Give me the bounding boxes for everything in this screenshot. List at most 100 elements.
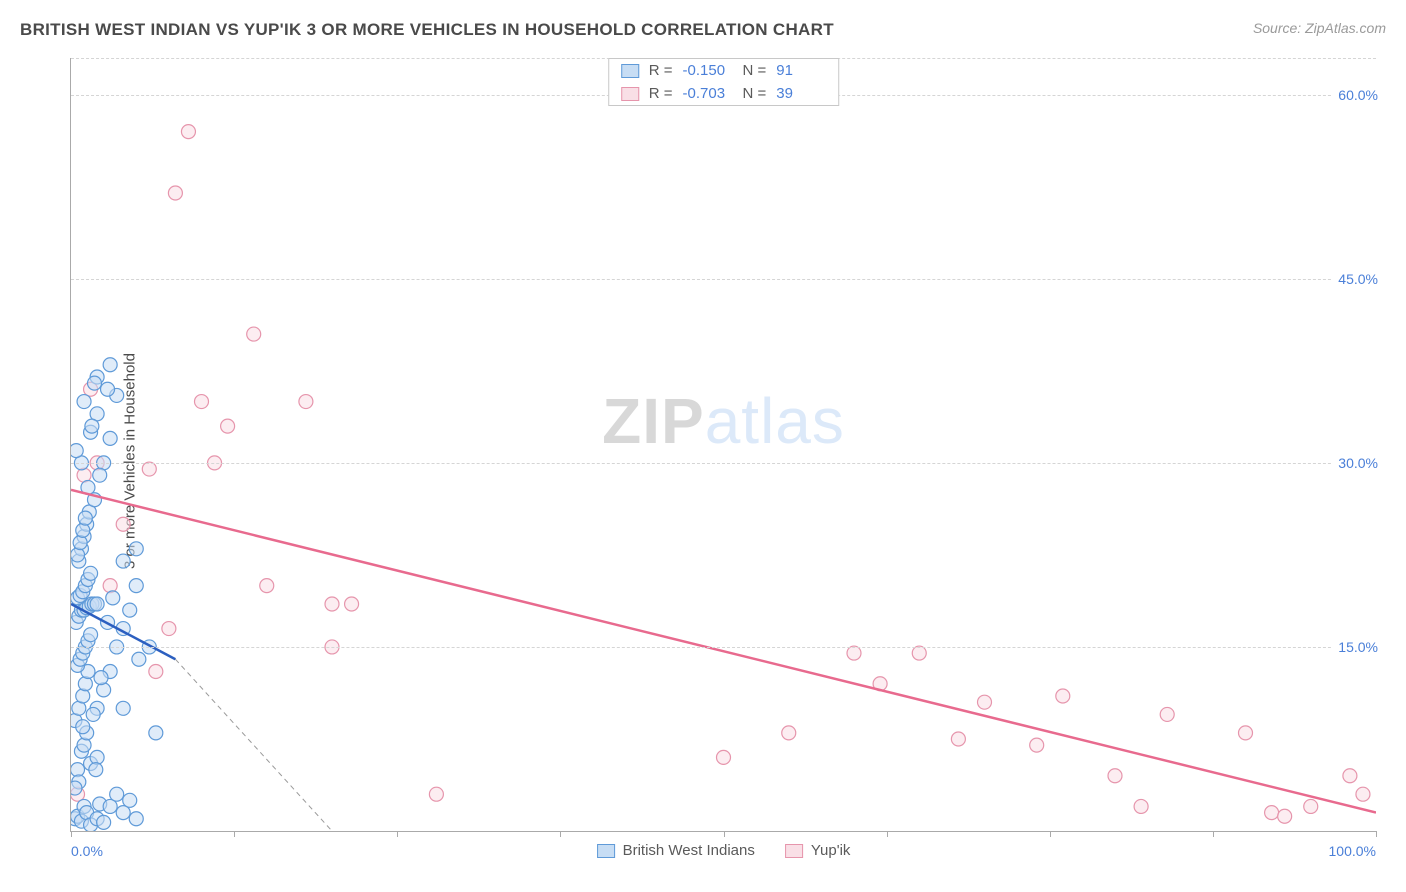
scatter-point-series2 xyxy=(149,664,163,678)
scatter-point-series2 xyxy=(1356,787,1370,801)
scatter-point-series1 xyxy=(84,628,98,642)
scatter-point-series2 xyxy=(221,419,235,433)
r-value: -0.150 xyxy=(683,62,733,79)
scatter-point-series1 xyxy=(106,591,120,605)
scatter-point-series2 xyxy=(195,395,209,409)
y-tick-label: 30.0% xyxy=(1332,455,1378,471)
scatter-point-series1 xyxy=(86,707,100,721)
x-tick xyxy=(724,831,725,837)
series-legend-label: British West Indians xyxy=(623,842,755,859)
chart-header: BRITISH WEST INDIAN VS YUP'IK 3 OR MORE … xyxy=(20,20,1386,40)
scatter-point-series1 xyxy=(93,468,107,482)
x-tick-label: 100.0% xyxy=(1329,843,1376,859)
n-value: 39 xyxy=(776,85,826,102)
x-tick xyxy=(71,831,72,837)
scatter-point-series1 xyxy=(149,726,163,740)
scatter-point-series2 xyxy=(142,462,156,476)
scatter-point-series2 xyxy=(162,622,176,636)
scatter-point-series1 xyxy=(84,566,98,580)
scatter-point-series1 xyxy=(116,554,130,568)
scatter-point-series1 xyxy=(71,444,83,458)
scatter-point-series2 xyxy=(168,186,182,200)
scatter-point-series2 xyxy=(951,732,965,746)
scatter-point-series1 xyxy=(73,536,87,550)
scatter-point-series2 xyxy=(181,125,195,139)
series-legend-item: British West Indians xyxy=(597,842,755,859)
scatter-point-series1 xyxy=(129,812,143,826)
scatter-point-series2 xyxy=(1239,726,1253,740)
scatter-point-series2 xyxy=(1278,809,1292,823)
scatter-point-series1 xyxy=(123,793,137,807)
scatter-point-series2 xyxy=(299,395,313,409)
x-tick xyxy=(234,831,235,837)
series-legend-label: Yup'ik xyxy=(811,842,851,859)
r-value: -0.703 xyxy=(683,85,733,102)
chart-area: ZIPatlas R = -0.150 N = 91 R = -0.703 N … xyxy=(70,58,1376,832)
scatter-point-series2 xyxy=(1160,707,1174,721)
scatter-point-series2 xyxy=(325,597,339,611)
scatter-point-series2 xyxy=(1265,806,1279,820)
scatter-point-series1 xyxy=(116,701,130,715)
scatter-point-series2 xyxy=(260,579,274,593)
scatter-point-series1 xyxy=(71,548,85,562)
legend-swatch-icon xyxy=(785,844,803,858)
gridline xyxy=(71,463,1376,464)
scatter-point-series1 xyxy=(103,431,117,445)
r-label: R = xyxy=(649,62,673,79)
series-legend: British West Indians Yup'ik xyxy=(597,842,851,859)
scatter-point-series2 xyxy=(717,750,731,764)
correlation-legend: R = -0.150 N = 91 R = -0.703 N = 39 xyxy=(608,58,840,106)
scatter-point-series1 xyxy=(97,815,111,829)
scatter-point-series2 xyxy=(103,579,117,593)
scatter-point-series2 xyxy=(1056,689,1070,703)
legend-swatch-icon xyxy=(621,64,639,78)
scatter-point-series1 xyxy=(129,542,143,556)
x-tick xyxy=(397,831,398,837)
scatter-point-series1 xyxy=(101,382,115,396)
scatter-point-series2 xyxy=(782,726,796,740)
legend-swatch-icon xyxy=(597,844,615,858)
scatter-point-series2 xyxy=(247,327,261,341)
gridline xyxy=(71,647,1376,648)
scatter-point-series1 xyxy=(77,395,91,409)
scatter-point-series1 xyxy=(89,763,103,777)
scatter-point-series1 xyxy=(129,579,143,593)
scatter-point-series2 xyxy=(1108,769,1122,783)
scatter-point-series1 xyxy=(76,689,90,703)
y-tick-label: 60.0% xyxy=(1332,87,1378,103)
scatter-plot-svg xyxy=(71,58,1376,831)
scatter-point-series2 xyxy=(912,646,926,660)
scatter-point-series2 xyxy=(1304,799,1318,813)
plot-container: 3 or more Vehicles in Household ZIPatlas… xyxy=(20,50,1386,872)
chart-title: BRITISH WEST INDIAN VS YUP'IK 3 OR MORE … xyxy=(20,20,834,40)
scatter-point-series1 xyxy=(76,523,90,537)
scatter-point-series2 xyxy=(978,695,992,709)
correlation-legend-row: R = -0.703 N = 39 xyxy=(609,82,839,105)
n-label: N = xyxy=(743,62,767,79)
n-label: N = xyxy=(743,85,767,102)
scatter-point-series2 xyxy=(1343,769,1357,783)
x-tick xyxy=(1213,831,1214,837)
scatter-point-series2 xyxy=(1030,738,1044,752)
x-tick xyxy=(1376,831,1377,837)
x-tick xyxy=(1050,831,1051,837)
scatter-point-series1 xyxy=(77,738,91,752)
scatter-point-series1 xyxy=(87,376,101,390)
chart-source: Source: ZipAtlas.com xyxy=(1253,20,1386,36)
scatter-point-series1 xyxy=(97,683,111,697)
scatter-point-series2 xyxy=(116,517,130,531)
gridline xyxy=(71,279,1376,280)
scatter-point-series2 xyxy=(429,787,443,801)
scatter-point-series2 xyxy=(847,646,861,660)
x-tick xyxy=(560,831,561,837)
y-tick-label: 15.0% xyxy=(1332,639,1378,655)
x-tick xyxy=(887,831,888,837)
scatter-point-series1 xyxy=(85,419,99,433)
scatter-point-series1 xyxy=(78,511,92,525)
scatter-point-series1 xyxy=(110,787,124,801)
scatter-point-series1 xyxy=(103,358,117,372)
correlation-legend-row: R = -0.150 N = 91 xyxy=(609,59,839,82)
scatter-point-series1 xyxy=(78,677,92,691)
y-tick-label: 45.0% xyxy=(1332,271,1378,287)
scatter-point-series1 xyxy=(132,652,146,666)
